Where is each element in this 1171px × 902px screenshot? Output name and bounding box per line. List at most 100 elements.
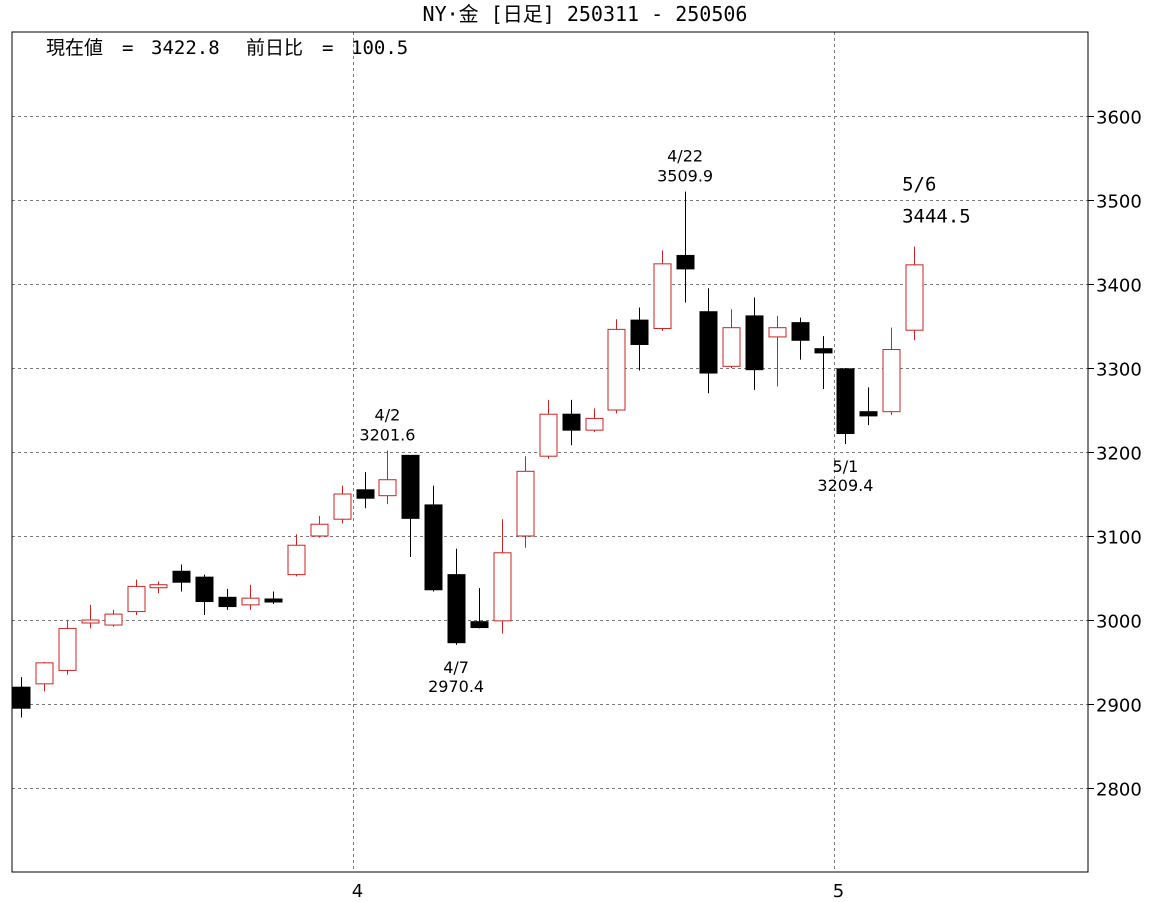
candle <box>172 564 191 592</box>
candle <box>333 485 352 524</box>
candle <box>310 515 329 538</box>
candle-body-up <box>722 327 741 367</box>
candle-body-up <box>378 479 397 497</box>
candle-body-up <box>516 470 535 537</box>
candle-body-down <box>401 454 420 519</box>
candle <box>859 387 878 426</box>
candle <box>630 307 649 371</box>
candle-body-up <box>149 584 168 589</box>
annotation-value: 3444.5 <box>902 206 971 228</box>
candle-body-up <box>905 264 924 331</box>
y-tick-label: 3400 <box>1096 276 1142 297</box>
candle-body-down <box>470 621 489 629</box>
candle-body-down <box>12 686 31 709</box>
candle <box>195 574 214 615</box>
candle-body-up <box>287 544 306 576</box>
candle <box>287 534 306 577</box>
change-equals: = <box>322 37 333 59</box>
candle-body-down <box>562 413 581 431</box>
candle <box>882 327 901 416</box>
candle <box>447 548 466 645</box>
candle <box>264 591 283 605</box>
candle <box>516 456 535 548</box>
annotation-date: 5/6 <box>902 174 936 196</box>
current-equals: = <box>122 37 133 59</box>
candle <box>905 246 924 341</box>
candle-body-up <box>333 493 352 520</box>
x-tick-label: 5 <box>833 881 844 902</box>
candle <box>470 588 489 629</box>
candle <box>58 620 77 675</box>
candle-body-up <box>768 327 787 338</box>
candle <box>241 584 260 610</box>
candle-body-up <box>127 585 146 613</box>
y-tick-label: 2800 <box>1096 780 1142 801</box>
candle <box>12 677 31 718</box>
candle-body-down <box>356 489 375 499</box>
candle <box>539 399 558 459</box>
candle <box>127 579 146 615</box>
candle <box>401 454 420 557</box>
candle-body-down <box>745 315 764 371</box>
candle-body-up <box>607 328 626 411</box>
candle-body-up <box>653 263 672 330</box>
candle <box>562 399 581 446</box>
candle-body-up <box>539 413 558 457</box>
candle-body-up <box>241 597 260 606</box>
current-value: 3422.8 <box>151 37 220 59</box>
candle <box>493 519 512 634</box>
y-tick-label: 3000 <box>1096 612 1142 633</box>
candle <box>378 450 397 505</box>
candle-layer <box>12 191 924 718</box>
y-tick-label: 3300 <box>1096 360 1142 381</box>
candle-body-up <box>882 349 901 413</box>
change-label: 前日比 <box>246 37 303 59</box>
candle-body-down <box>630 319 649 345</box>
x-tick-label: 4 <box>352 881 363 902</box>
annotation-date: 5/1 <box>833 457 859 476</box>
annotation-date: 4/7 <box>443 658 469 677</box>
annotation-date: 4/2 <box>375 406 401 425</box>
annotation-value: 3209.4 <box>817 476 873 495</box>
candle <box>791 317 810 360</box>
y-tick-label: 2900 <box>1096 696 1142 717</box>
y-tick-label: 3600 <box>1096 108 1142 129</box>
candle <box>104 609 123 627</box>
candle-body-up <box>104 613 123 626</box>
candle-body-up <box>493 552 512 622</box>
change-value: 100.5 <box>351 37 408 59</box>
y-tick-label: 3200 <box>1096 444 1142 465</box>
candle-body-down <box>814 348 833 354</box>
candle-body-down <box>195 576 214 603</box>
candle <box>699 288 718 394</box>
candle <box>585 408 604 432</box>
candle <box>653 250 672 332</box>
candle-body-down <box>172 570 191 583</box>
candle-body-down <box>699 311 718 374</box>
annotation-value: 2970.4 <box>428 677 484 696</box>
candle <box>35 662 54 692</box>
candle-body-up <box>585 417 604 431</box>
candle <box>745 297 764 390</box>
candle-body-up <box>81 619 100 624</box>
y-axis: 2800 2900 3000 3100 3200 3300 3400 3500 3600 <box>1088 108 1142 801</box>
annotation-value: 3509.9 <box>657 167 713 186</box>
annotation-date: 4/22 <box>667 147 703 166</box>
candle-body-down <box>859 411 878 417</box>
current-value-label: 現在値 <box>46 37 103 59</box>
candle <box>722 309 741 368</box>
y-tick-label: 3100 <box>1096 528 1142 549</box>
candle <box>218 588 237 610</box>
chart-title: NY·金 [日足] 250311 - 250506 <box>423 2 748 26</box>
y-tick-label: 3500 <box>1096 192 1142 213</box>
candle <box>836 368 855 445</box>
candle <box>81 604 100 629</box>
candle-body-down <box>836 368 855 435</box>
candle <box>424 485 443 592</box>
candle-body-down <box>218 596 237 608</box>
candle <box>814 336 833 389</box>
candle-body-down <box>424 504 443 591</box>
